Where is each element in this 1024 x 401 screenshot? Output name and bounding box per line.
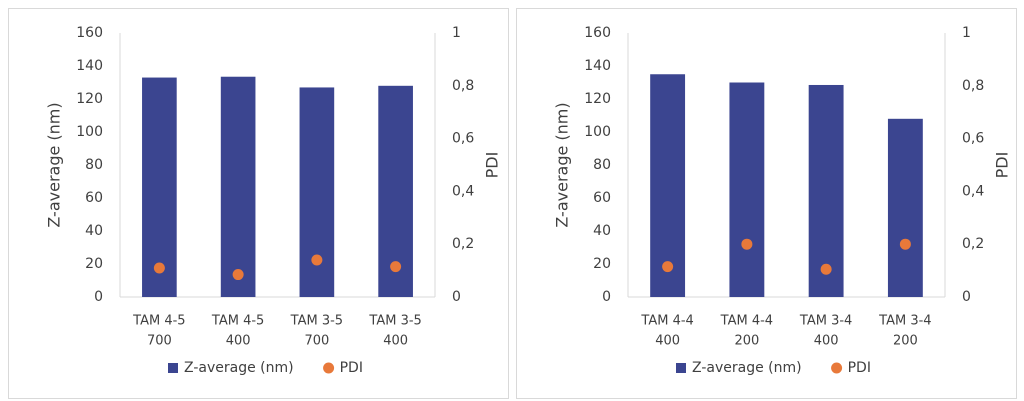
y-tick-label: 0 <box>94 289 103 305</box>
y2-tick-label: 0,4 <box>452 183 474 199</box>
y-tick-label: 80 <box>593 157 611 173</box>
x-tick-label: 400 <box>383 334 408 349</box>
y-axis-title: Z-average (nm) <box>45 102 64 227</box>
y-tick-label: 20 <box>593 256 611 272</box>
legend-swatch <box>168 363 178 373</box>
y-tick-label: 60 <box>85 190 103 206</box>
y2-tick-label: 0,8 <box>962 78 984 94</box>
y2-tick-label: 0,6 <box>962 131 984 147</box>
point <box>820 263 832 275</box>
x-tick-label: TAM 4-5 <box>132 314 185 329</box>
bar <box>142 77 177 297</box>
x-tick-label: 400 <box>655 334 680 349</box>
legend-swatch <box>831 362 843 374</box>
y-axis-title: Z-average (nm) <box>553 102 572 227</box>
point <box>899 238 911 250</box>
x-tick-label: 700 <box>147 334 172 349</box>
y-tick-label: 120 <box>584 91 611 107</box>
y2-tick-label: 0,2 <box>962 236 984 252</box>
y2-tick-label: 1 <box>452 25 461 41</box>
point <box>311 254 323 266</box>
x-tick-label: 700 <box>304 334 329 349</box>
x-tick-label: TAM 3-5 <box>290 314 343 329</box>
y-tick-label: 160 <box>584 25 611 41</box>
y-tick-label: 60 <box>593 190 611 206</box>
x-tick-label: TAM 4-5 <box>211 314 264 329</box>
x-tick-label: TAM 4-4 <box>640 314 693 329</box>
legend-label: Z-average (nm) <box>184 360 294 376</box>
bar <box>729 82 765 297</box>
y-tick-label: 40 <box>593 223 611 239</box>
x-tick-label: 400 <box>226 334 251 349</box>
y-tick-label: 140 <box>76 58 103 74</box>
x-tick-label: TAM 3-4 <box>799 314 852 329</box>
point <box>662 261 674 273</box>
x-tick-label: TAM 3-4 <box>878 314 931 329</box>
y2-tick-label: 0,4 <box>962 183 984 199</box>
bar <box>808 84 844 297</box>
x-tick-label: TAM 3-5 <box>368 314 421 329</box>
y-tick-label: 140 <box>584 58 611 74</box>
legend-label: PDI <box>848 360 871 376</box>
y-tick-label: 40 <box>85 223 103 239</box>
y2-tick-label: 0,6 <box>452 131 474 147</box>
legend-label: Z-average (nm) <box>692 360 802 376</box>
point <box>741 238 753 250</box>
y2-tick-label: 1 <box>962 25 971 41</box>
bar <box>220 76 256 297</box>
y2-axis-title: PDI <box>483 152 502 179</box>
y2-tick-label: 0 <box>962 289 971 305</box>
legend-swatch <box>676 363 686 373</box>
point <box>390 261 402 273</box>
y2-axis-title: PDI <box>993 152 1012 179</box>
y-tick-label: 160 <box>76 25 103 41</box>
bar <box>887 118 923 297</box>
y-tick-label: 80 <box>85 157 103 173</box>
y-tick-label: 20 <box>85 256 103 272</box>
legend-swatch <box>323 362 335 374</box>
y-tick-label: 0 <box>602 289 611 305</box>
bar <box>650 74 686 297</box>
x-tick-label: 200 <box>893 334 918 349</box>
panel <box>8 8 509 399</box>
legend-label: PDI <box>340 360 363 376</box>
x-tick-label: 400 <box>814 334 839 349</box>
x-tick-label: TAM 4-4 <box>720 314 773 329</box>
bar <box>299 87 335 297</box>
y2-tick-label: 0,8 <box>452 78 474 94</box>
point <box>153 262 165 274</box>
y-tick-label: 100 <box>76 124 103 140</box>
y-tick-label: 120 <box>76 91 103 107</box>
y2-tick-label: 0,2 <box>452 236 474 252</box>
panel <box>516 8 1017 399</box>
x-tick-label: 200 <box>734 334 759 349</box>
point <box>232 269 244 281</box>
y-tick-label: 100 <box>584 124 611 140</box>
y2-tick-label: 0 <box>452 289 461 305</box>
